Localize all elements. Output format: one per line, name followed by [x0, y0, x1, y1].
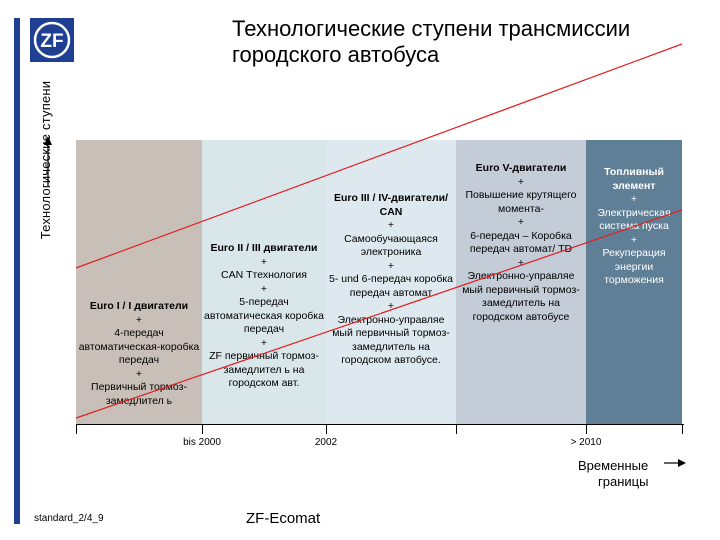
- stage-3-line: +: [387, 259, 395, 272]
- stage-2-text: Euro II / III двигатели + CAN Ттехнологи…: [204, 242, 324, 391]
- stage-1-line: 4-передач автоматическая-коробка передач: [78, 327, 200, 366]
- page-title: Технологические ступени трансмиссии горо…: [232, 16, 631, 67]
- stage-3-line: Самообучающаяся электроника: [344, 232, 438, 259]
- stage-4-line: +: [517, 256, 525, 269]
- stage-3-line: Электронно-управляе мый первичный тормоз…: [332, 313, 450, 367]
- axis-tick: [326, 424, 327, 434]
- axis-tick: [76, 424, 77, 434]
- time-axis-label-line2: границы: [598, 474, 649, 489]
- stage-4-line: +: [517, 175, 525, 188]
- stage-4-text: Euro V-двигатели + Повышение крутящего м…: [458, 162, 584, 324]
- axis-tick: [202, 424, 203, 434]
- stage-2-line: 5-передач автоматическая коробка передач: [204, 296, 324, 335]
- stage-2-heading: Euro II / III двигатели: [210, 242, 318, 254]
- stage-4-line: Электронно-управляе мый первичный тормоз…: [462, 270, 580, 323]
- footer-document-id: standard_2/4_9: [34, 513, 104, 524]
- axis-tick: [456, 424, 457, 434]
- stage-1-line: +: [135, 367, 143, 380]
- zf-logo: ZF: [30, 18, 74, 62]
- stage-3-line: +: [387, 219, 395, 231]
- trend-line-lower: [75, 209, 683, 419]
- stage-5-line: +: [630, 233, 638, 246]
- stage-5-line: +: [630, 193, 638, 205]
- footer-brand: ZF-Ecomat: [246, 510, 321, 527]
- stage-column-4: Euro V-двигатели + Повышение крутящего м…: [456, 140, 586, 424]
- stage-column-3: Euro III / IV-двигатели/ CAN + Самообуча…: [326, 140, 456, 424]
- stage-2-line: ZF первичный тормоз-замедлител ь на горо…: [209, 350, 319, 389]
- stage-2-line: CAN Ттехнология: [221, 269, 307, 281]
- stage-column-2: Euro II / III двигатели + CAN Ттехнологи…: [202, 140, 326, 424]
- stage-5-line: Рекуперация энергии торможения: [602, 247, 666, 286]
- vertical-axis-arrowhead: [44, 136, 52, 145]
- stage-3-line: 5- und 6-передач коробка передач автомат: [328, 273, 454, 299]
- trend-line-upper: [75, 43, 683, 269]
- stage-5-heading: Топливный элемент: [604, 166, 664, 192]
- stage-3-heading: Euro III / IV-двигатели/ CAN: [334, 192, 448, 218]
- stage-2-line: +: [260, 255, 268, 268]
- axis-tick-label: bis 2000: [183, 437, 221, 448]
- stage-1-text: Euro I / I двигатели + 4-передач автомат…: [78, 300, 200, 408]
- stage-1-heading: Euro I / I двигатели: [89, 300, 189, 312]
- stage-3-line: +: [387, 300, 395, 312]
- axis-tick: [682, 424, 683, 434]
- time-axis-line: [76, 424, 684, 425]
- stage-2-line: +: [260, 282, 268, 295]
- stage-column-5: Топливный элемент + Электрическая систем…: [586, 140, 682, 424]
- stage-4-line: 6-передач – Коробка передач автомат/ TD: [469, 229, 573, 256]
- time-axis-arrowhead: [678, 459, 686, 467]
- axis-tick-label: 2002: [314, 437, 338, 448]
- stage-3-text: Euro III / IV-двигатели/ CAN + Самообуча…: [328, 192, 454, 368]
- stage-4-heading: Euro V-двигатели: [475, 162, 567, 174]
- stage-2-line: +: [260, 336, 268, 349]
- stage-1-line: +: [135, 313, 143, 326]
- brand-sidebar-bar: [14, 18, 20, 524]
- stage-4-line: Повышение крутящего момента-: [465, 189, 577, 215]
- stage-4-line: +: [517, 216, 525, 228]
- svg-text:ZF: ZF: [40, 31, 63, 52]
- axis-tick-label: > 2010: [570, 437, 602, 448]
- stage-column-1: Euro I / I двигатели + 4-передач автомат…: [76, 140, 202, 424]
- axis-tick: [586, 424, 587, 434]
- time-axis-label: Временные: [578, 458, 649, 473]
- stage-1-line: Первичный тормоз-замедлител ь: [91, 381, 187, 407]
